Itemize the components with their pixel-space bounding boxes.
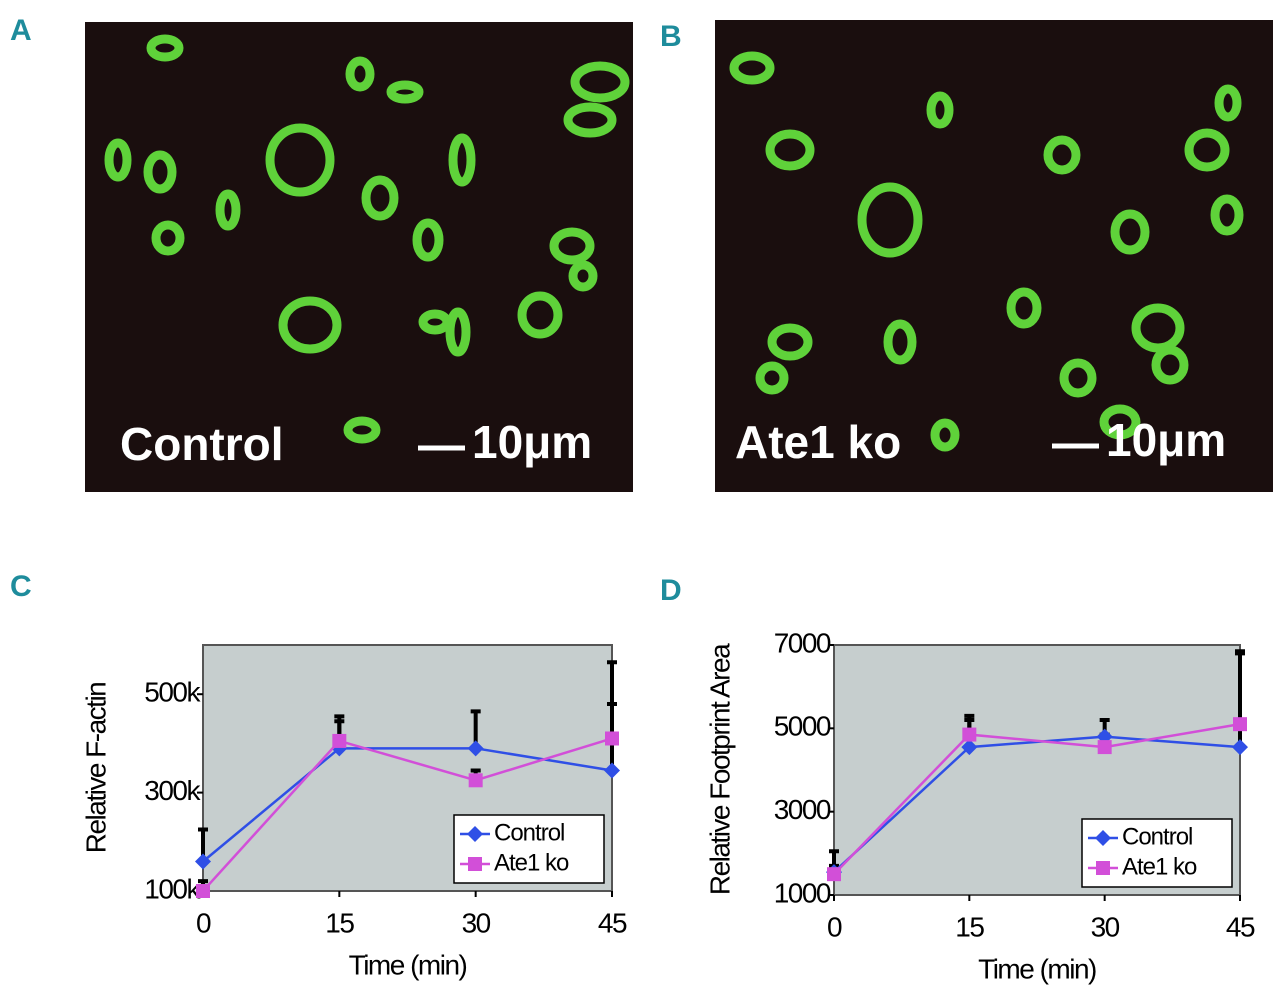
legend-label: Ate1 ko <box>1122 853 1197 880</box>
marker <box>962 727 977 742</box>
x-tick-label: 30 <box>1091 911 1120 942</box>
x-tick-label: 30 <box>462 907 491 938</box>
micrograph: Control 10μm <box>85 22 633 492</box>
marker <box>468 773 483 788</box>
marker <box>961 739 978 756</box>
y-tick-label: 500k <box>144 677 201 708</box>
legend-box <box>1081 818 1233 888</box>
panel-letter: A <box>10 14 32 47</box>
legend-marker <box>467 826 483 842</box>
y-axis-label: Relative F-actin <box>80 683 111 854</box>
marker <box>827 867 841 882</box>
error-bar <box>607 660 617 739</box>
legend-marker <box>1096 861 1110 875</box>
y-axis-label: Relative Footprint Area <box>704 643 735 895</box>
panel-letter: D <box>660 574 682 607</box>
x-tick-label: 45 <box>1226 911 1255 942</box>
legend-marker <box>468 857 482 871</box>
panel-letter: B <box>660 20 682 53</box>
marker <box>332 733 347 748</box>
marker <box>605 731 619 746</box>
x-axis-label: Time (min) <box>978 953 1096 984</box>
legend-label: Control <box>494 819 564 846</box>
marker <box>1232 739 1248 756</box>
x-tick-label: 45 <box>598 907 627 938</box>
y-tick-label: 300k <box>144 775 201 806</box>
x-tick-label: 0 <box>196 907 211 938</box>
legend-box <box>453 814 605 884</box>
panel-label: Ate1 ko <box>735 416 901 468</box>
x-tick-label: 15 <box>955 911 984 942</box>
x-axis-label: Time (min) <box>349 949 467 980</box>
legend-label: Control <box>1122 823 1192 850</box>
y-tick-label: 100k <box>144 873 201 904</box>
marker <box>196 884 210 898</box>
y-tick-label: 1000 <box>774 877 831 908</box>
marker <box>467 740 484 757</box>
x-tick-label: 0 <box>827 911 842 942</box>
y-tick-label: 5000 <box>774 711 831 742</box>
marker <box>195 853 211 870</box>
legend-label: Ate1 ko <box>494 849 569 876</box>
y-tick-label: 3000 <box>774 794 831 825</box>
marker <box>1233 717 1247 732</box>
series-line <box>202 737 613 892</box>
panel-label: Control <box>120 418 284 470</box>
micrograph: Ate1 ko 10μm <box>715 20 1273 492</box>
marker <box>1097 740 1112 755</box>
x-tick-label: 15 <box>325 907 354 938</box>
marker <box>604 762 620 779</box>
panel-letter: C <box>10 570 32 603</box>
legend-marker <box>1095 830 1111 846</box>
y-tick-label: 7000 <box>774 627 831 658</box>
scale-bar-label: 10μm <box>1106 414 1226 466</box>
scale-bar-label: 10μm <box>472 416 592 468</box>
error-bar <box>1235 651 1245 725</box>
series-line <box>833 722 1241 876</box>
